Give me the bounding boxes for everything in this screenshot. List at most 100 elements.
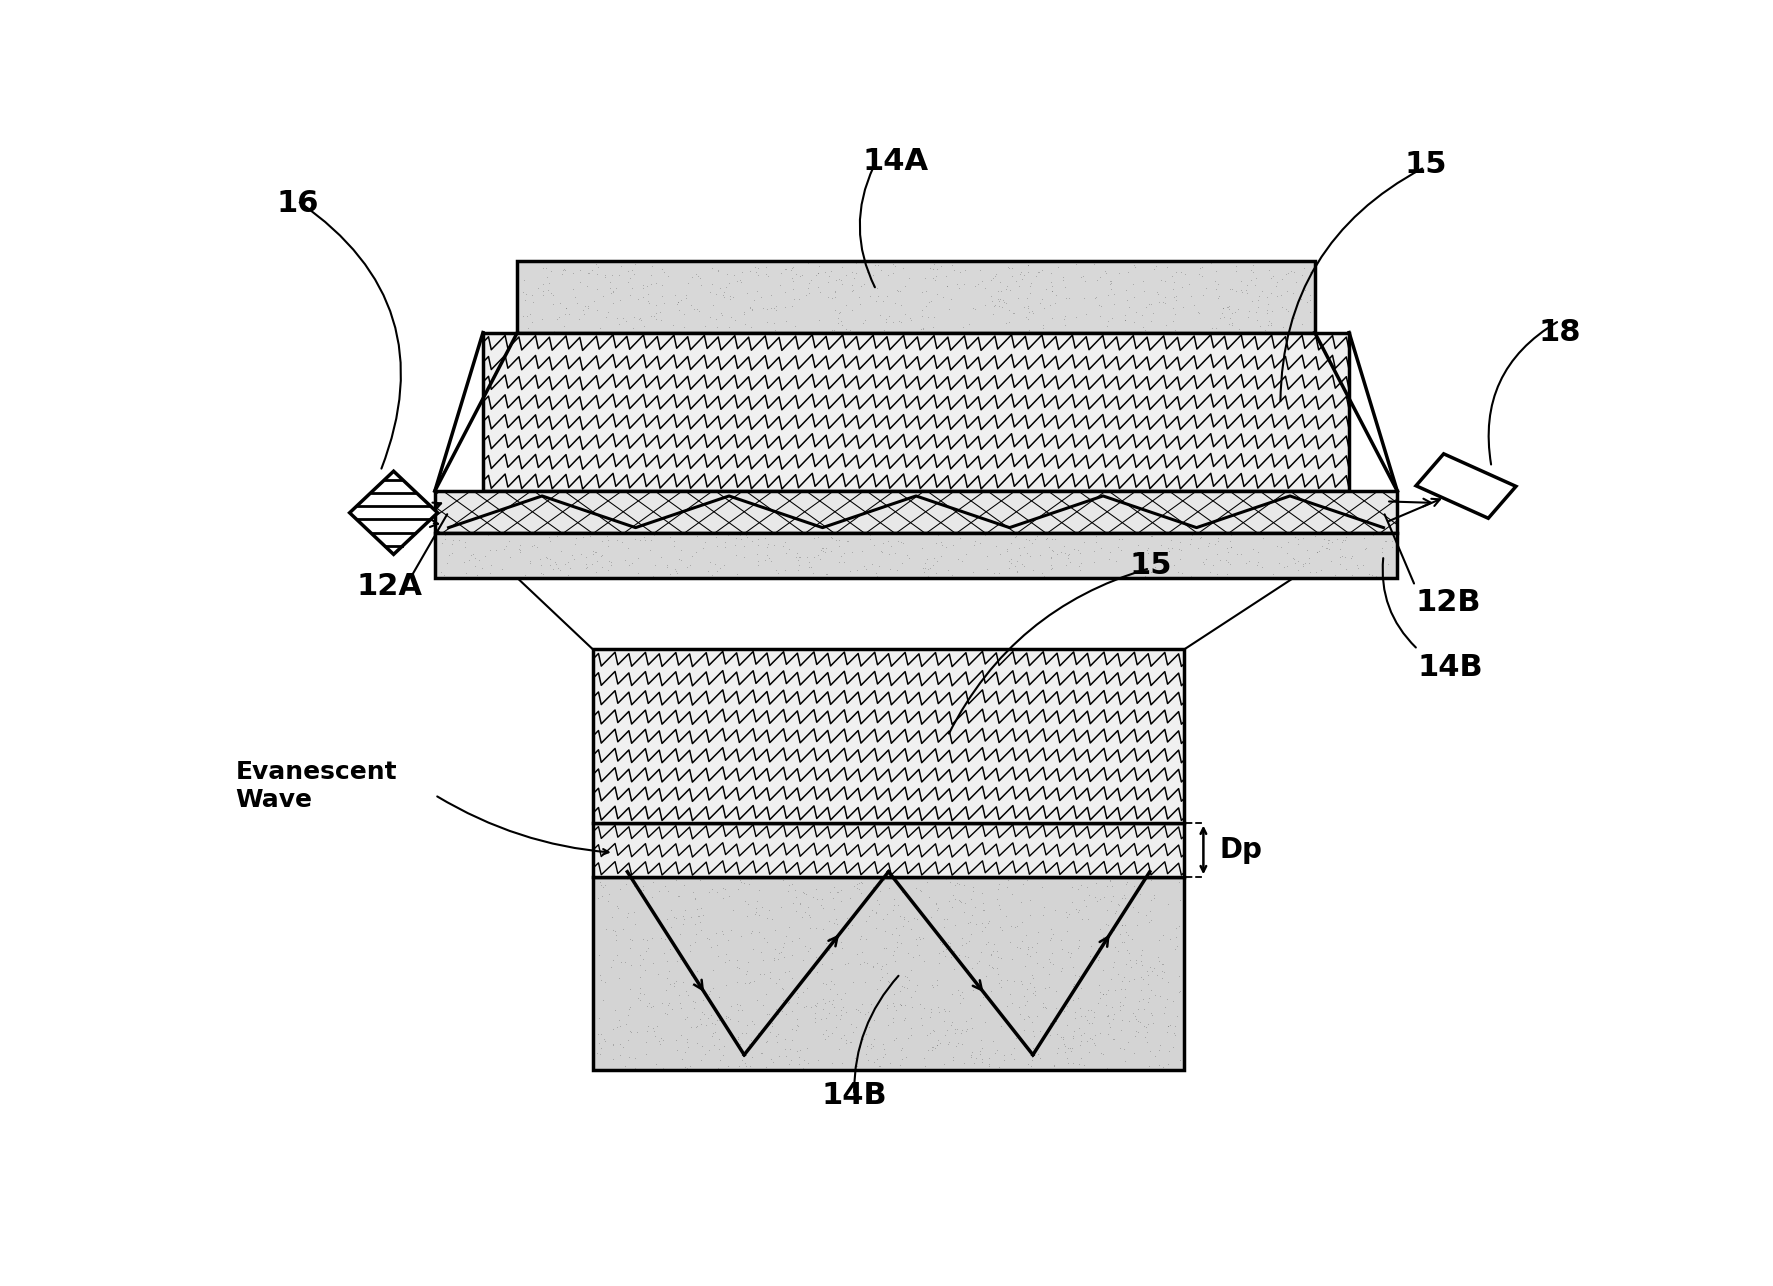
Point [617, 1021, 645, 1042]
Point [1287, 314, 1316, 334]
Point [1238, 291, 1266, 311]
Point [1101, 980, 1129, 1001]
Point [922, 284, 950, 305]
Point [746, 1020, 775, 1040]
Point [835, 1031, 863, 1052]
Point [1220, 302, 1248, 323]
Point [1149, 1003, 1177, 1024]
Point [956, 912, 984, 932]
Point [1025, 1048, 1053, 1069]
Point [727, 1049, 755, 1070]
Point [879, 944, 908, 964]
Point [1161, 303, 1190, 324]
Point [830, 954, 858, 975]
Point [934, 936, 963, 957]
Point [677, 545, 706, 566]
Point [1057, 1040, 1085, 1061]
Point [674, 273, 702, 293]
Point [1122, 1011, 1151, 1031]
Point [725, 869, 754, 890]
Point [1106, 914, 1135, 935]
Point [890, 994, 918, 1015]
Point [784, 1055, 812, 1075]
Point [910, 950, 938, 971]
Point [676, 935, 704, 955]
Point [660, 536, 688, 557]
Point [706, 278, 734, 298]
Point [862, 291, 890, 311]
Point [1028, 315, 1057, 336]
Point [1269, 557, 1298, 577]
Point [915, 558, 943, 579]
Point [1216, 536, 1245, 557]
Point [725, 271, 754, 292]
Point [1025, 261, 1053, 282]
Point [1369, 531, 1397, 552]
Point [1167, 563, 1195, 584]
Point [1074, 885, 1103, 905]
Point [855, 529, 883, 549]
Point [973, 985, 1002, 1006]
Point [1064, 1053, 1092, 1074]
Point [959, 1053, 988, 1074]
Point [1188, 256, 1216, 276]
Point [1255, 283, 1284, 303]
Point [922, 970, 950, 990]
Point [888, 1010, 917, 1030]
Point [1374, 554, 1402, 575]
Point [984, 1057, 1012, 1078]
Point [1367, 538, 1395, 558]
Point [1097, 1029, 1126, 1049]
Point [1202, 531, 1230, 552]
Point [1099, 1029, 1128, 1049]
Point [743, 282, 771, 302]
Point [1124, 1012, 1152, 1033]
Point [839, 904, 867, 925]
Point [1060, 1008, 1089, 1029]
Point [908, 1015, 936, 1035]
Point [943, 1033, 972, 1053]
Point [791, 901, 819, 922]
Point [874, 972, 902, 993]
Point [1147, 954, 1175, 975]
Point [603, 307, 631, 328]
Point [1119, 876, 1147, 896]
Point [1351, 538, 1379, 558]
Point [886, 294, 915, 315]
Point [920, 307, 949, 328]
Point [532, 266, 560, 287]
Point [1014, 309, 1043, 329]
Point [750, 928, 778, 949]
Point [846, 883, 874, 904]
Point [906, 319, 934, 340]
Point [752, 257, 780, 278]
Point [862, 278, 890, 298]
Point [1066, 553, 1094, 574]
Point [957, 958, 986, 979]
Point [1344, 558, 1372, 579]
Point [738, 316, 766, 337]
Point [592, 526, 621, 547]
Point [888, 907, 917, 927]
Point [849, 310, 878, 331]
Point [1211, 538, 1239, 558]
Point [1230, 279, 1259, 300]
Point [613, 538, 642, 558]
Point [970, 1012, 998, 1033]
Point [1136, 910, 1165, 931]
Point [456, 544, 484, 565]
Point [1294, 562, 1323, 583]
Point [1213, 541, 1241, 562]
Point [741, 261, 769, 282]
Point [1051, 1015, 1080, 1035]
Point [872, 953, 901, 974]
Point [965, 950, 993, 971]
Point [1188, 284, 1216, 305]
Point [966, 1048, 995, 1069]
Point [1241, 302, 1269, 323]
Point [769, 258, 798, 279]
Point [718, 287, 746, 307]
Point [427, 534, 456, 554]
Point [1021, 941, 1050, 962]
Point [910, 561, 938, 581]
